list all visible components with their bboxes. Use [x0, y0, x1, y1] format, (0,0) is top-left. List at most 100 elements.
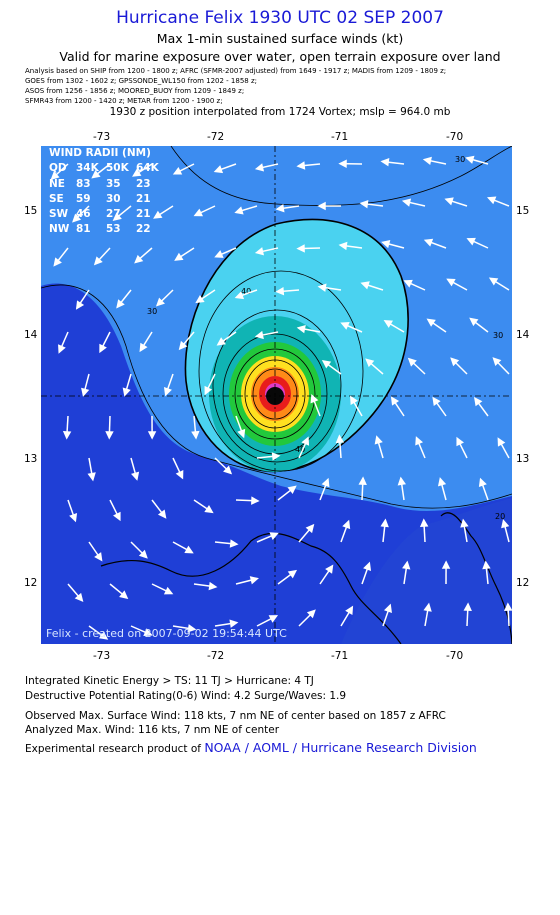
wind-radii-header: QD 34K 50K 64K	[49, 161, 166, 176]
wind-arrow-head	[155, 297, 165, 307]
wind-arrow-head	[296, 244, 305, 253]
contour-line	[198, 270, 364, 472]
wind-arrow-head	[383, 319, 393, 328]
wind-arrow-head	[492, 357, 502, 367]
wind-arrow-head	[359, 199, 369, 209]
wind-arrow-head	[486, 196, 497, 205]
wind-arrow-head	[99, 343, 107, 354]
wind-arrow-head	[381, 240, 391, 249]
wind-arrow-head	[305, 523, 315, 534]
wind-arrow-head	[147, 431, 157, 440]
wind-radii-row: NE 83 35 23	[49, 177, 166, 192]
wind-arrow-head	[380, 518, 389, 528]
wind-arrow-head	[488, 277, 499, 286]
map-title: Hurricane Felix 1930 UTC 02 SEP 2007	[116, 8, 444, 28]
wind-arrow-head	[350, 395, 358, 405]
wind-arrow-head	[287, 569, 298, 579]
lat-tick-left: 13	[24, 453, 38, 465]
vortex-position-note: 1930 z position interpolated from 1724 V…	[109, 106, 451, 118]
lon-tick-top: -70	[446, 131, 464, 143]
observed-max-wind: Observed Max. Surface Wind: 118 kts, 7 n…	[25, 710, 446, 722]
wind-arrow-head	[122, 387, 131, 397]
wind-arrow-head	[497, 437, 506, 447]
wind-arrow-head	[254, 163, 265, 172]
wind-arrow-head	[116, 299, 125, 309]
wind-arrow-head	[478, 477, 487, 488]
wind-arrow-head	[363, 561, 372, 572]
wind-arrow-head	[296, 325, 306, 334]
wind-arrow-head	[143, 628, 153, 636]
wind-arrow-head	[383, 603, 392, 613]
wind-arrow-head	[335, 434, 345, 444]
contour-label: 30	[493, 331, 503, 340]
wind-radii-row: SW 46 27 21	[49, 207, 166, 222]
wind-arrow-head	[75, 300, 85, 310]
wind-arrow-head	[342, 519, 351, 530]
wind-arrow-head	[254, 330, 264, 340]
wind-arrow-head	[131, 471, 140, 481]
destructive-potential-line: Destructive Potential Rating(0-6) Wind: …	[25, 690, 347, 702]
wind-arrow-head	[208, 581, 218, 591]
lon-tick-top: -72	[207, 131, 225, 143]
wind-arrow-head	[268, 615, 279, 623]
wind-arrow-head	[325, 564, 334, 574]
wind-arrow-head	[214, 250, 224, 258]
research-credit: Experimental research product of NOAA / …	[25, 740, 477, 755]
map-subtitle: Max 1-min sustained surface winds (kt)	[156, 31, 404, 46]
wind-arrow-head	[50, 171, 60, 180]
lat-tick-left: 15	[24, 205, 38, 217]
lat-tick-right: 13	[516, 453, 530, 465]
wind-arrow-head	[223, 465, 233, 475]
wind-arrow-head	[423, 238, 434, 247]
wind-arrow-head	[444, 197, 454, 206]
wind-arrow-head	[229, 619, 239, 628]
wind-arrow-head	[112, 212, 122, 221]
wind-arrow-head	[213, 165, 224, 174]
wind-radii-cell: 53	[106, 223, 121, 236]
wind-arrow-head	[249, 576, 259, 585]
lon-tick-top: -73	[93, 131, 111, 143]
analysis-note-2: GOES from 1302 - 1602 z; GPSSONDE_WL150 …	[25, 77, 258, 85]
wind-arrow-head	[175, 469, 184, 480]
wind-arrow-head	[172, 167, 183, 175]
wind-arrow-head	[338, 159, 347, 168]
wind-arrow-head	[374, 435, 383, 445]
lat-tick-left: 14	[24, 329, 38, 341]
wind-arrow-head	[345, 605, 354, 616]
wind-arrow-head	[360, 281, 370, 290]
wind-arrow-head	[87, 472, 96, 482]
wind-arrow-head	[237, 428, 246, 439]
wind-arrow-head	[456, 436, 464, 447]
wind-arrow-head	[419, 518, 429, 528]
wind-arrow-head	[432, 396, 441, 406]
wind-radii-cell: 30	[106, 192, 121, 205]
lat-tick-right: 14	[516, 329, 530, 341]
analysis-note-3: ASOS from 1256 - 1856 z; MOORED_BUOY fro…	[25, 87, 245, 95]
wind-arrow-head	[380, 158, 390, 167]
lon-tick-bottom: -71	[331, 650, 349, 662]
wind-arrow-head	[275, 286, 285, 296]
wind-arrow-head	[98, 631, 109, 640]
wind-arrow-head	[191, 430, 200, 440]
wind-arrow-head	[69, 512, 78, 523]
wind-arrow-head	[72, 213, 82, 223]
wind-arrow-head	[94, 552, 103, 562]
wind-arrow-head	[306, 609, 316, 619]
hrd-link[interactable]: NOAA / AOML / Hurricane Research Divisio…	[204, 740, 477, 755]
wind-arrow-head	[450, 357, 460, 367]
lat-tick-left: 12	[24, 577, 38, 589]
wind-arrow-head	[310, 393, 319, 404]
lon-tick-top: -71	[331, 131, 349, 143]
wind-arrow-head	[501, 519, 510, 529]
wind-arrow-head	[317, 283, 327, 292]
wind-arrow-head	[195, 294, 205, 304]
wind-arrow-head	[204, 385, 213, 396]
wind-arrow-head	[422, 156, 432, 166]
lon-tick-bottom: -73	[93, 650, 111, 662]
wind-radii-cell: 81	[76, 223, 91, 236]
wind-radii-row: NW 81 53 22	[49, 222, 166, 237]
wind-arrow-head	[251, 496, 260, 505]
wind-radii-cell: 83	[76, 177, 91, 190]
wind-arrow-head	[401, 198, 412, 207]
wind-arrow-head	[74, 592, 84, 603]
